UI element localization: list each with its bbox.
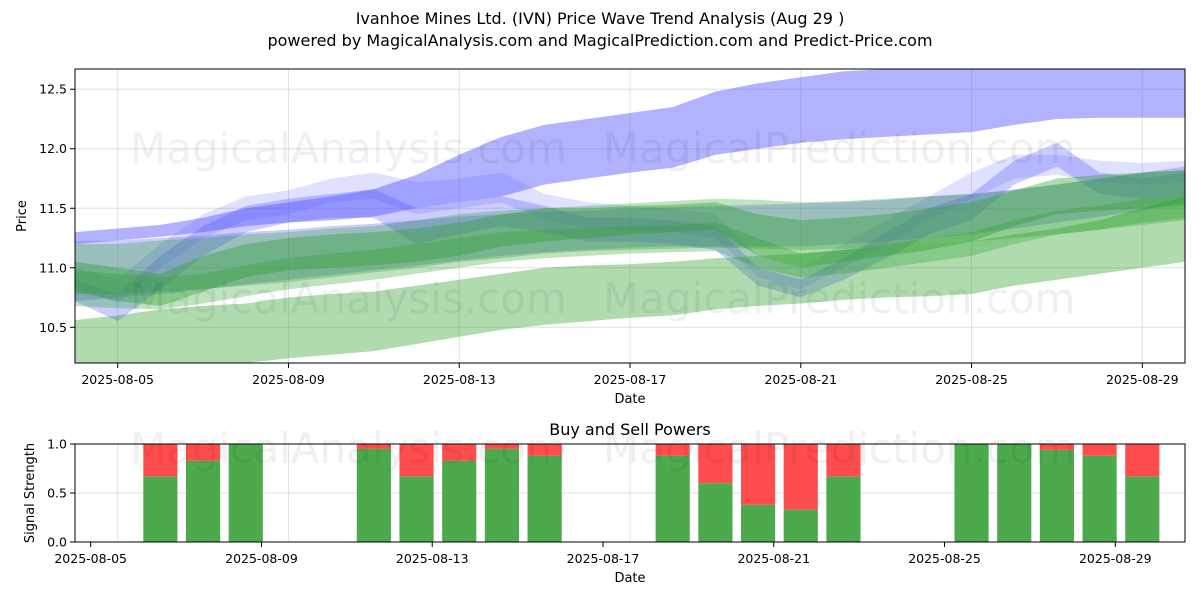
- x-tick-label: 2025-08-21: [764, 372, 837, 387]
- buy-bar: [527, 455, 562, 542]
- buy-bar: [1039, 449, 1074, 542]
- x-tick-label: 2025-08-29: [1106, 372, 1179, 387]
- sell-bar: [442, 444, 477, 461]
- sell-bar: [741, 444, 776, 505]
- sell-bar: [1125, 444, 1160, 477]
- wave-band-green-4: [75, 196, 1185, 363]
- buy-bar: [655, 455, 690, 542]
- wave-bands: [75, 69, 1185, 363]
- y-tick-label: 1.0: [47, 437, 67, 452]
- wave-band-blue-0: [75, 69, 1185, 244]
- sell-bar: [783, 444, 818, 510]
- y-tick-label: 10.5: [39, 320, 67, 335]
- watermark-prediction: MagicalPrediction.com: [603, 274, 1076, 323]
- signal-x-axis-label: Date: [614, 571, 645, 586]
- y-tick-label: 0.0: [47, 535, 67, 550]
- sell-bar: [484, 444, 519, 449]
- x-tick-label: 2025-08-05: [81, 372, 154, 387]
- signal-panel-title: Buy and Sell Powers: [549, 420, 711, 439]
- price-x-axis-label: Date: [614, 392, 645, 407]
- buy-bar: [997, 444, 1032, 542]
- y-tick-label: 11.5: [39, 201, 67, 216]
- watermark-prediction: MagicalPrediction.com: [603, 124, 1076, 173]
- x-tick-label: 2025-08-21: [737, 551, 810, 566]
- price-y-axis-label: Price: [15, 200, 30, 232]
- y-tick-label: 12.5: [39, 82, 67, 97]
- wave-band-blue-3: [75, 166, 1185, 302]
- x-tick-label: 2025-08-09: [225, 551, 298, 566]
- sell-bar: [356, 444, 391, 449]
- watermark-prediction: MagicalPrediction.com: [603, 424, 1076, 473]
- x-tick-label: 2025-08-17: [594, 372, 667, 387]
- sell-bar: [655, 444, 690, 456]
- chart-title: Ivanhoe Mines Ltd. (IVN) Price Wave Tren…: [355, 9, 845, 28]
- price-y-axis: 10.5 11.0 11.5 12.0 12.5: [39, 82, 75, 335]
- sell-bar: [1039, 444, 1074, 450]
- signal-bars: [143, 444, 1160, 542]
- buy-bar: [954, 444, 989, 542]
- signal-y-axis-label: Signal Strength: [23, 443, 38, 543]
- y-tick-label: 0.5: [47, 486, 67, 501]
- buy-bar: [826, 476, 861, 542]
- x-tick-label: 2025-08-09: [252, 372, 325, 387]
- sell-bar: [527, 444, 562, 456]
- x-tick-label: 2025-08-25: [935, 372, 1008, 387]
- x-tick-label: 2025-08-13: [396, 551, 469, 566]
- buy-bar: [186, 460, 221, 542]
- sell-bar: [399, 444, 434, 477]
- y-tick-label: 11.0: [39, 260, 67, 275]
- sell-bar: [186, 444, 221, 461]
- buy-bar: [698, 483, 733, 542]
- watermark-analysis: MagicalAnalysis.com: [130, 424, 567, 473]
- buy-bar: [1125, 476, 1160, 542]
- buy-bar: [356, 448, 391, 542]
- sell-bar: [826, 444, 861, 477]
- x-tick-label: 2025-08-25: [908, 551, 981, 566]
- buy-bar: [783, 509, 818, 542]
- buy-bar: [442, 460, 477, 542]
- buy-bar: [228, 444, 263, 542]
- x-tick-label: 2025-08-05: [54, 551, 127, 566]
- price-gridlines: [75, 69, 1185, 363]
- sell-bar: [143, 444, 178, 477]
- signal-y-axis: 0.0 0.5 1.0: [47, 437, 75, 550]
- buy-bar: [143, 476, 178, 542]
- price-panel: MagicalAnalysis.com MagicalPrediction.co…: [15, 68, 1186, 407]
- signal-panel: Buy and Sell Powers MagicalAnalysis.com …: [23, 420, 1186, 586]
- buy-bar: [1082, 455, 1117, 542]
- price-x-axis: 2025-08-05 2025-08-09 2025-08-13 2025-08-17…: [81, 363, 1179, 387]
- wave-band-green-7: [75, 194, 1185, 310]
- wave-band-blue-2: [75, 154, 1185, 304]
- sell-bar: [698, 444, 733, 484]
- x-tick-label: 2025-08-29: [1079, 551, 1152, 566]
- x-tick-label: 2025-08-17: [567, 551, 640, 566]
- watermark-analysis: MagicalAnalysis.com: [130, 124, 567, 173]
- buy-bar: [484, 448, 519, 542]
- wave-band-green-5: [75, 170, 1185, 306]
- x-tick-label: 2025-08-13: [423, 372, 496, 387]
- buy-bar: [399, 476, 434, 542]
- sell-bar: [1082, 444, 1117, 456]
- wave-band-blue-1: [75, 142, 1185, 322]
- y-tick-label: 12.0: [39, 141, 67, 156]
- chart-subtitle: powered by MagicalAnalysis.com and Magic…: [267, 31, 933, 50]
- wave-band-green-6: [75, 170, 1185, 294]
- watermark-analysis: MagicalAnalysis.com: [130, 274, 567, 323]
- buy-bar: [741, 504, 776, 542]
- signal-x-axis: 2025-08-05 2025-08-09 2025-08-13 2025-08-17…: [54, 542, 1152, 566]
